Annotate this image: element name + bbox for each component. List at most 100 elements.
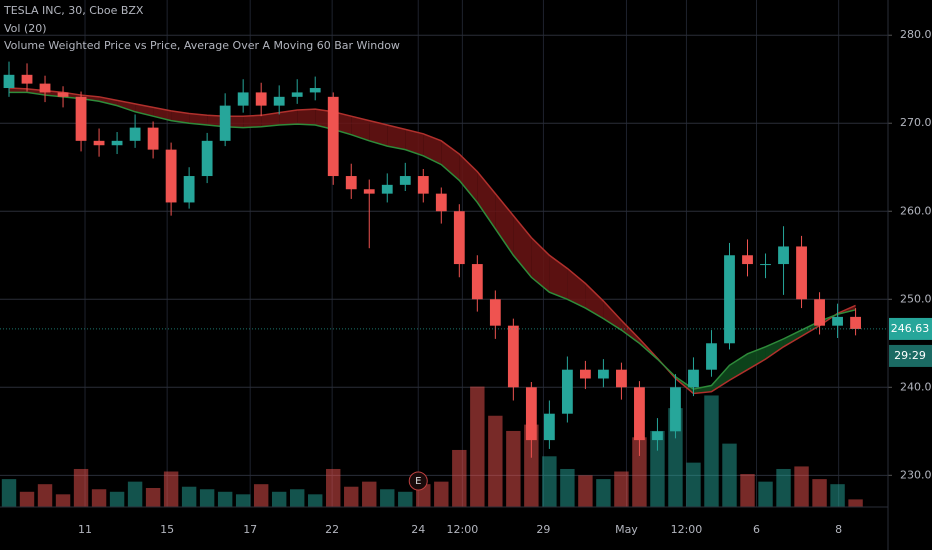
countdown-label: 29:29 bbox=[894, 349, 926, 362]
volume-bar bbox=[740, 474, 755, 507]
candle-body bbox=[634, 387, 645, 441]
volume-bar bbox=[614, 471, 629, 507]
ma-line bbox=[9, 91, 856, 390]
candle-body bbox=[147, 127, 159, 150]
candle-body bbox=[688, 369, 699, 388]
ma-band bbox=[495, 193, 514, 256]
ma-band bbox=[567, 268, 586, 309]
ma-band bbox=[351, 116, 370, 141]
volume-bar bbox=[794, 466, 809, 507]
volume-bar bbox=[398, 491, 413, 507]
candle-body bbox=[525, 387, 537, 441]
volume-bar bbox=[596, 479, 611, 507]
volume-bar bbox=[488, 415, 503, 507]
volume-bar bbox=[830, 484, 845, 507]
x-tick-label: 22 bbox=[325, 523, 339, 536]
ma-band bbox=[783, 330, 802, 347]
volume-bar bbox=[812, 479, 827, 507]
ma-band bbox=[243, 115, 262, 128]
candle-body bbox=[814, 299, 825, 326]
ma-band bbox=[441, 140, 460, 181]
volume-bar bbox=[19, 491, 35, 507]
ma-band bbox=[711, 365, 730, 392]
volume-bar bbox=[650, 430, 665, 507]
volume-bar bbox=[1, 479, 17, 507]
candle-body bbox=[363, 189, 375, 194]
last-price-label: 246.63 bbox=[891, 322, 930, 335]
y-tick-label: 230.00 bbox=[900, 468, 932, 481]
ma-line bbox=[8, 87, 856, 395]
candle-body bbox=[742, 255, 753, 265]
volume-bar bbox=[127, 481, 143, 507]
x-tick-label: 12:00 bbox=[671, 523, 703, 536]
candle-body bbox=[453, 211, 465, 265]
candle-body bbox=[219, 105, 231, 141]
volume-bar bbox=[37, 484, 53, 507]
volume-bar bbox=[308, 494, 323, 507]
candle-body bbox=[616, 369, 627, 388]
x-tick-label: 24 bbox=[411, 523, 425, 536]
ma-band bbox=[369, 120, 388, 147]
candle-body bbox=[399, 176, 411, 185]
y-tick-label: 270.00 bbox=[900, 116, 932, 129]
volume-bar bbox=[199, 489, 215, 507]
candle-body bbox=[778, 246, 789, 265]
volume-bar bbox=[181, 486, 197, 507]
volume-bar bbox=[344, 486, 359, 507]
candle-body bbox=[507, 325, 519, 388]
y-tick-label: 240.00 bbox=[900, 380, 932, 393]
candle-body bbox=[850, 316, 861, 329]
candle-body bbox=[39, 83, 51, 93]
volume-bar bbox=[380, 489, 395, 507]
earnings-label: E bbox=[415, 476, 421, 487]
x-tick-label: 11 bbox=[78, 523, 92, 536]
candle-body bbox=[75, 96, 87, 141]
candle-body bbox=[435, 193, 447, 212]
y-tick-label: 250.00 bbox=[900, 292, 932, 305]
volume-bar bbox=[73, 468, 89, 507]
x-tick-label: 8 bbox=[835, 523, 842, 536]
volume-bar bbox=[109, 491, 125, 507]
ma-band bbox=[549, 255, 568, 300]
candle-body bbox=[111, 140, 123, 146]
candle-body bbox=[93, 140, 105, 146]
x-tick-label: 6 bbox=[753, 523, 760, 536]
candle-body bbox=[129, 127, 141, 141]
candle-body bbox=[309, 88, 321, 93]
ma-band bbox=[729, 353, 748, 381]
volume-bar bbox=[235, 494, 251, 507]
candle-body bbox=[471, 264, 483, 300]
ma-band bbox=[261, 112, 280, 127]
candle-body bbox=[381, 184, 393, 194]
volume-bar bbox=[848, 499, 863, 507]
volume-bar bbox=[578, 475, 593, 507]
ma-band bbox=[387, 124, 406, 150]
candle-body bbox=[255, 92, 267, 106]
ma-band bbox=[171, 110, 190, 124]
volume-bar bbox=[289, 489, 305, 507]
x-tick-label: 17 bbox=[243, 523, 257, 536]
volume-bar bbox=[776, 468, 791, 507]
earnings-marker bbox=[408, 471, 428, 491]
ma-band bbox=[297, 109, 316, 125]
volume-bar bbox=[362, 481, 377, 507]
ma-band bbox=[459, 154, 478, 203]
x-tick-label: May bbox=[615, 523, 638, 536]
x-tick-label: 29 bbox=[536, 523, 550, 536]
volume-bar bbox=[55, 494, 71, 507]
volume-bar bbox=[326, 468, 341, 507]
volume-bar bbox=[470, 386, 485, 507]
ma-band bbox=[405, 129, 424, 156]
candle-body bbox=[670, 387, 681, 432]
volume-bar bbox=[758, 481, 773, 507]
candle-body bbox=[21, 74, 33, 84]
volume-bar bbox=[506, 430, 521, 507]
candle-body bbox=[417, 176, 429, 194]
volume-bar bbox=[217, 491, 233, 507]
candle-body bbox=[327, 96, 339, 177]
candle-body bbox=[796, 246, 807, 300]
volume-bar bbox=[253, 484, 269, 507]
candle-body bbox=[579, 369, 591, 379]
ma-band bbox=[513, 215, 532, 278]
